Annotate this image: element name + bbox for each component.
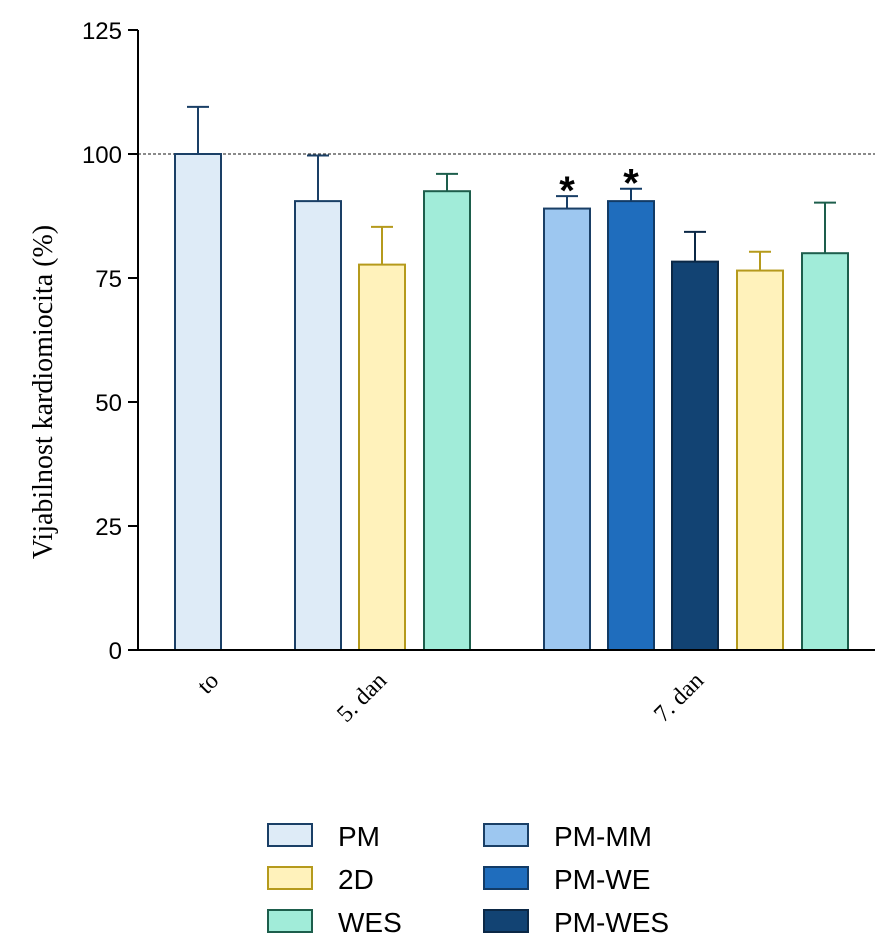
legend-label: WES [338, 907, 402, 938]
legend-label: PM-WES [554, 907, 669, 938]
legend-swatch-wes [267, 909, 313, 933]
legend-swatch-pm-mm [483, 823, 529, 847]
legend-swatch-pm-wes [483, 909, 529, 933]
legend-swatch-pm-we [483, 866, 529, 890]
x-tick-label: to [193, 668, 225, 700]
legend-label: PM-MM [554, 821, 652, 852]
y-tick-label: 100 [82, 142, 122, 169]
x-tick-label: 7. dan [649, 668, 709, 728]
legend-label: PM [338, 821, 380, 852]
legend-swatch-2d [267, 866, 313, 890]
y-tick-label: 50 [95, 390, 122, 417]
bar-2d [358, 263, 406, 651]
y-tick-label: 75 [95, 266, 122, 293]
bar-wes [423, 190, 471, 651]
legend-swatch-pm [267, 823, 313, 847]
plot-area: * * [138, 105, 875, 651]
bar-2d [736, 269, 784, 651]
bar-pm [294, 200, 342, 651]
legend-label: 2D [338, 864, 374, 895]
bar-pm-mm [543, 207, 591, 651]
x-tick-label: 5. dan [332, 668, 392, 728]
y-tick-label: 125 [82, 18, 122, 45]
legend: PM 2D WES PM-MM PM-WE PM-WES [267, 821, 669, 938]
y-axis-label: Vijabilnost kardiomiocita (%) [28, 225, 59, 559]
y-tick-label: 25 [95, 514, 122, 541]
bar-pm-we [607, 200, 655, 651]
significance-marker: * [623, 162, 639, 206]
y-tick-label: 0 [109, 638, 122, 665]
legend-label: PM-WE [554, 864, 650, 895]
bar-wes [801, 252, 849, 651]
bar-pm [174, 153, 222, 651]
significance-marker: * [559, 169, 575, 213]
bar-pm-wes [671, 260, 719, 651]
